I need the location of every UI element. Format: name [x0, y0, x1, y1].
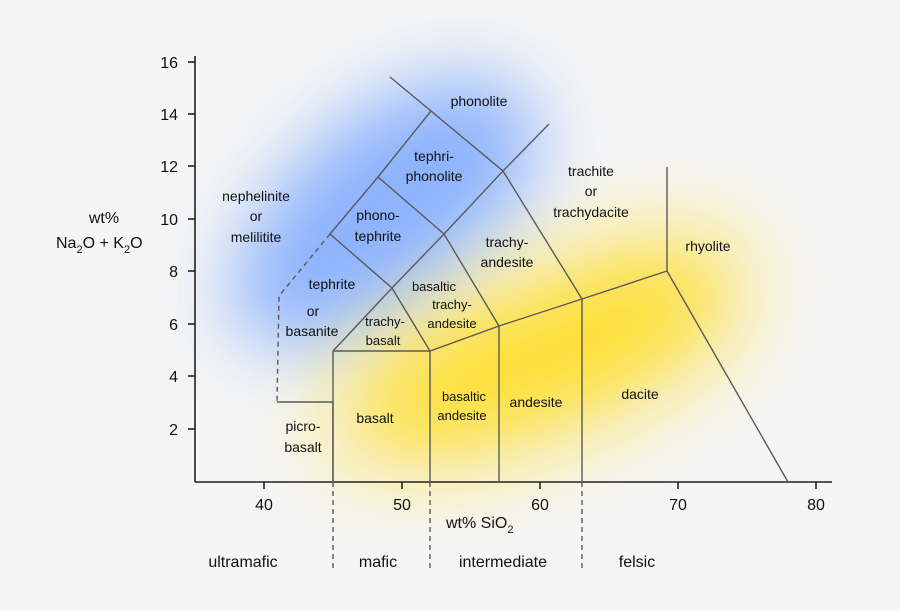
label-andesite: andesite — [510, 394, 563, 410]
trachyte-trachyandesite-boundary — [502, 170, 583, 300]
alkaline-glow — [230, 77, 536, 345]
x-tick-label: 80 — [807, 497, 825, 514]
tephrite-upper-boundary — [329, 233, 393, 289]
dacite-rhyolite-boundary — [666, 270, 789, 483]
label-foidite-2: or — [250, 208, 263, 224]
background-glow — [230, 77, 739, 460]
y-axis-ticks: 2 4 6 8 10 12 14 16 — [160, 55, 195, 439]
label-trachyandesite-2: andesite — [481, 254, 534, 270]
x-axis-sub: 2 — [507, 524, 513, 536]
label-basaltic-trachyandesite-2: trachy- — [432, 297, 472, 312]
x-tick-label: 40 — [255, 497, 273, 514]
x-tick-label: 50 — [393, 497, 411, 514]
label-tephrite-1: tephrite — [309, 276, 356, 292]
label-trachybasalt-1: trachy- — [365, 314, 405, 329]
label-picrobasalt-1: picro- — [285, 418, 320, 434]
label-phonolite: phonolite — [451, 93, 508, 109]
class-ultramafic: ultramafic — [208, 554, 277, 571]
y-tick-label: 14 — [160, 107, 178, 124]
y-axis-end: O — [130, 235, 142, 252]
label-basaltic-trachyandesite-1: basaltic — [412, 279, 457, 294]
y-tick-label: 16 — [160, 55, 178, 72]
label-trachyandesite-1: trachy- — [486, 234, 529, 250]
label-trachyte-3: trachydacite — [553, 204, 629, 220]
y-axis-na: Na — [56, 235, 77, 252]
label-basalt: basalt — [356, 410, 393, 426]
label-picrobasalt-2: basalt — [284, 439, 321, 455]
y-tick-label: 10 — [160, 212, 178, 229]
label-trachyte-1: trachite — [568, 163, 614, 179]
subalkaline-glow — [330, 241, 739, 460]
label-basaltic-andesite-2: andesite — [437, 408, 486, 423]
field-boundaries — [276, 76, 789, 483]
y-axis-title-line2: Na2O + K2O — [56, 235, 143, 256]
x-tick-label: 60 — [531, 497, 549, 514]
field-labels: phonolite tephri- phonolite phono- tephr… — [222, 93, 731, 455]
axes: 2 4 6 8 10 12 14 16 40 50 60 70 80 — [160, 55, 832, 514]
silica-class-dividers — [332, 482, 583, 572]
y-tick-label: 4 — [169, 369, 178, 386]
y-tick-label: 6 — [169, 317, 178, 334]
y-axis-title-line1: wt% — [88, 210, 119, 227]
label-trachybasalt-2: basalt — [366, 333, 401, 348]
label-basaltic-trachyandesite-3: andesite — [427, 316, 476, 331]
label-basaltic-andesite-1: basaltic — [442, 389, 487, 404]
label-tephriphonolite-1: tephri- — [414, 148, 454, 164]
y-tick-label: 2 — [169, 422, 178, 439]
label-trachyte-2: or — [585, 183, 598, 199]
label-tephrite-3: basanite — [286, 323, 339, 339]
x-axis-ticks: 40 50 60 70 80 — [255, 482, 825, 514]
y-axis-sub1: 2 — [76, 244, 82, 256]
class-felsic: felsic — [619, 554, 655, 571]
x-axis-main: wt% SiO — [445, 515, 507, 532]
x-tick-label: 70 — [669, 497, 687, 514]
label-tephriphonolite-2: phonolite — [406, 168, 463, 184]
class-intermediate: intermediate — [459, 554, 547, 571]
label-phonotephrite-2: tephrite — [355, 228, 402, 244]
phonolite-left-boundary — [389, 76, 432, 112]
label-foidite-3: melilitite — [231, 229, 282, 245]
y-tick-label: 12 — [160, 159, 178, 176]
x-axis-title: wt% SiO2 — [445, 515, 513, 536]
y-axis-mid: O + K — [83, 235, 125, 252]
label-rhyolite: rhyolite — [685, 238, 730, 254]
label-foidite-1: nephelinite — [222, 188, 290, 204]
y-axis-sub2: 2 — [124, 244, 130, 256]
y-tick-label: 8 — [169, 264, 178, 281]
trachyte-phonolite-boundary — [502, 123, 550, 172]
tephriphonolite-boundary — [377, 110, 505, 235]
label-dacite: dacite — [621, 386, 659, 402]
class-mafic: mafic — [359, 554, 397, 571]
label-phonotephrite-1: phono- — [356, 207, 400, 223]
label-tephrite-2: or — [307, 303, 320, 319]
